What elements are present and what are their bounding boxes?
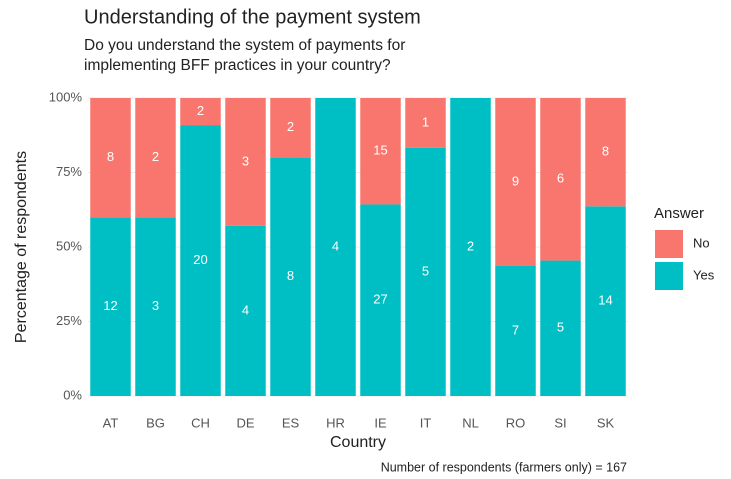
data-label: 2: [197, 103, 204, 118]
y-tick-label: 0%: [63, 387, 82, 402]
x-tick-label: DE: [236, 415, 254, 430]
y-tick-label: 75%: [56, 164, 82, 179]
data-label: 8: [287, 268, 294, 283]
data-label: 6: [557, 171, 564, 186]
chart-title: Understanding of the payment system: [84, 6, 421, 28]
data-label: 9: [512, 173, 519, 188]
data-label: 7: [512, 322, 519, 337]
data-label: 2: [467, 238, 474, 253]
bar-segment: [360, 98, 401, 205]
x-tick-label: BG: [146, 415, 165, 430]
data-label: 27: [373, 292, 387, 307]
bar-segment: [360, 204, 401, 396]
data-label: 20: [193, 252, 207, 267]
x-tick-label: RO: [506, 415, 526, 430]
bar-segment: [315, 98, 356, 396]
x-tick-label: ES: [282, 415, 300, 430]
bar-segment: [225, 98, 266, 226]
data-label: 3: [152, 298, 159, 313]
y-tick-label: 25%: [56, 313, 82, 328]
chart-subtitle: Do you understand the system of payments…: [84, 37, 405, 54]
bar-segment: [270, 157, 311, 396]
data-label: 8: [602, 144, 609, 159]
data-label: 5: [557, 320, 564, 335]
data-label: 8: [107, 149, 114, 164]
legend-title: Answer: [654, 205, 704, 222]
chart-subtitle: implementing BFF practices in your count…: [84, 57, 391, 74]
x-tick-label: IE: [374, 415, 387, 430]
bar-segment: [225, 225, 266, 396]
x-tick-label: IT: [420, 415, 432, 430]
bar-segment: [405, 98, 446, 148]
data-label: 12: [103, 298, 117, 313]
x-tick-label: AT: [103, 415, 119, 430]
bar-segment: [90, 98, 131, 218]
x-tick-label: NL: [462, 415, 479, 430]
bar-segment: [540, 260, 581, 396]
bar-segment: [495, 265, 536, 396]
data-label: 15: [373, 143, 387, 158]
data-label: 3: [242, 153, 249, 168]
y-tick-label: 50%: [56, 238, 82, 253]
x-tick-label: SK: [597, 415, 615, 430]
data-label: 4: [242, 302, 249, 317]
bar-segment: [135, 217, 176, 396]
data-label: 4: [332, 238, 339, 253]
bar-segment: [405, 147, 446, 396]
bar-segment: [135, 98, 176, 218]
caption: Number of respondents (farmers only) = 1…: [381, 460, 627, 474]
bar-segment: [495, 98, 536, 266]
x-tick-label: CH: [191, 415, 210, 430]
bar-segment: [270, 98, 311, 158]
data-label: 14: [598, 293, 612, 308]
legend-label: Yes: [693, 267, 715, 282]
bar-segment: [90, 217, 131, 396]
x-tick-label: SI: [554, 415, 566, 430]
bar-segment: [585, 206, 626, 396]
legend-label: No: [693, 235, 710, 250]
bar-segment: [585, 98, 626, 207]
y-tick-label: 100%: [49, 89, 83, 104]
legend-swatch: [655, 262, 683, 290]
data-label: 2: [152, 149, 159, 164]
bar-segment: [540, 98, 581, 261]
data-label: 2: [287, 119, 294, 134]
legend-swatch: [655, 230, 683, 258]
x-axis-label: Country: [330, 434, 386, 451]
bar-segment: [180, 98, 221, 126]
x-tick-label: HR: [326, 415, 345, 430]
data-label: 1: [422, 114, 429, 129]
bar-segment: [450, 98, 491, 396]
data-label: 5: [422, 263, 429, 278]
y-axis-label: Percentage of respondents: [13, 151, 30, 343]
bar-segment: [180, 125, 221, 397]
